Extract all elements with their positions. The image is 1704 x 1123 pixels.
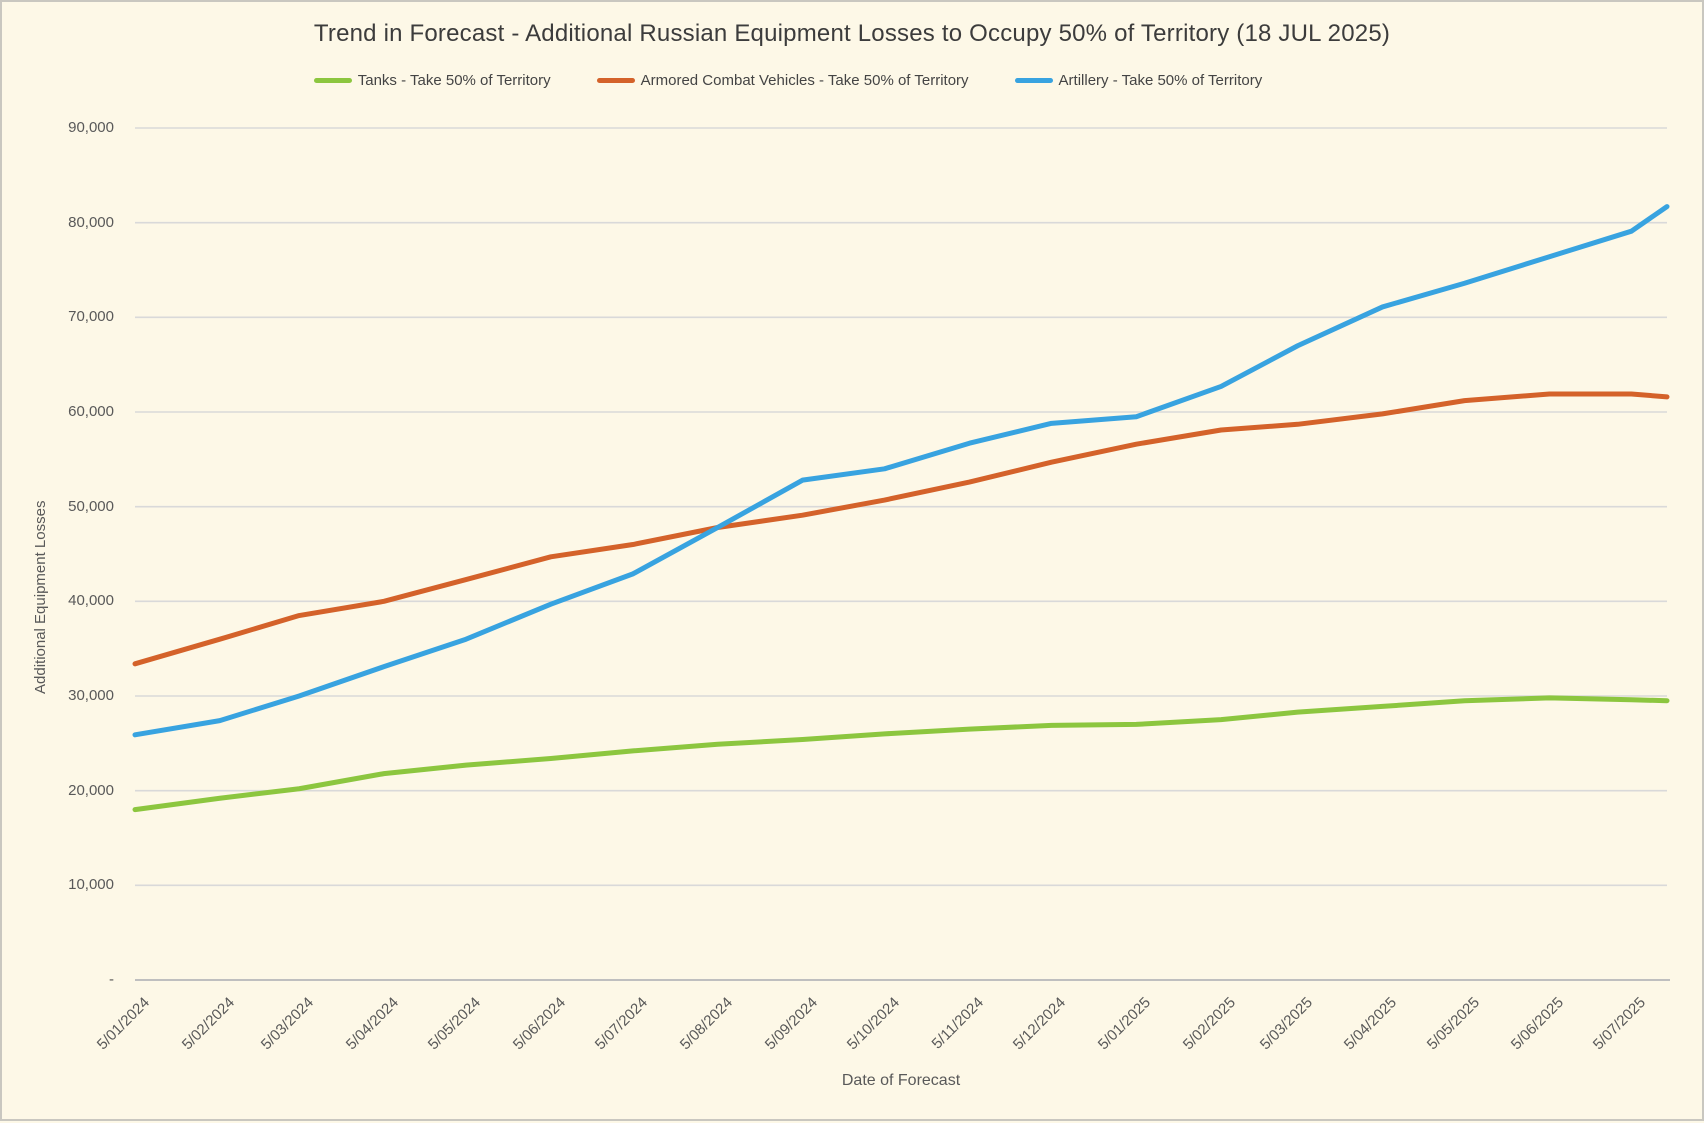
tanks-line-swatch bbox=[313, 78, 352, 83]
line-artillery bbox=[132, 204, 1670, 738]
y-tick-label: 30,000 bbox=[68, 687, 114, 704]
y-tick-label: - bbox=[109, 971, 114, 988]
line-tanks bbox=[132, 695, 1670, 813]
legend-item-tanks: Tanks - Take 50% of Territory bbox=[313, 72, 551, 89]
legend-label-artillery: Artillery - Take 50% of Territory bbox=[1058, 72, 1263, 89]
y-axis-title: Additional Equipment Losses bbox=[32, 500, 49, 694]
artillery-line-swatch bbox=[1014, 78, 1053, 83]
legend-item-artillery: Artillery - Take 50% of Territory bbox=[1014, 72, 1263, 89]
y-tick-label: 80,000 bbox=[68, 213, 114, 231]
line-acv bbox=[132, 391, 1670, 667]
chart-title: Trend in Forecast - Additional Russian E… bbox=[313, 20, 1391, 47]
legend-label-acv: Armored Combat Vehicles - Take 50% of Te… bbox=[640, 72, 969, 89]
y-tick-label: 60,000 bbox=[68, 403, 114, 420]
y-tick-label: 70,000 bbox=[68, 308, 114, 326]
acv-line-swatch bbox=[596, 78, 635, 83]
legend: Tanks - Take 50% of Territory Armored Co… bbox=[0, 72, 1638, 89]
y-tick-label: 50,000 bbox=[68, 497, 114, 515]
legend-label-tanks: Tanks - Take 50% of Territory bbox=[357, 72, 551, 89]
y-tick-label: 40,000 bbox=[68, 592, 114, 610]
legend-item-acv: Armored Combat Vehicles - Take 50% of Te… bbox=[596, 72, 969, 89]
y-tick-label: 20,000 bbox=[68, 781, 114, 799]
y-tick-label: 90,000 bbox=[68, 119, 114, 136]
x-axis-title: Date of Forecast bbox=[841, 1072, 961, 1089]
y-tick-label: 10,000 bbox=[68, 876, 114, 894]
